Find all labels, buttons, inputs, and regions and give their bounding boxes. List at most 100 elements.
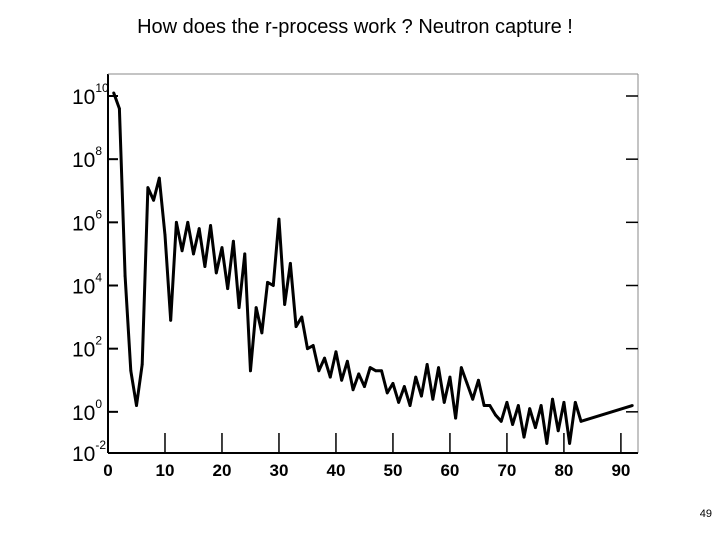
data-point [203, 265, 207, 268]
data-point [220, 246, 224, 250]
data-point [254, 306, 258, 310]
data-point [260, 331, 264, 335]
data-point [505, 400, 509, 404]
data-point [112, 91, 116, 95]
x-tick-label: 30 [270, 461, 289, 480]
data-point [300, 315, 304, 319]
data-point [266, 280, 269, 284]
data-point [129, 369, 133, 373]
plot-frame [107, 73, 639, 454]
y-tick-base: 10 [72, 86, 95, 109]
y-tick-base: 10 [72, 149, 95, 172]
data-point [420, 394, 423, 398]
x-axis: 0 10 20 30 40 50 60 70 80 90 [103, 433, 630, 480]
y-tick-base: 10 [72, 443, 95, 466]
data-point [402, 385, 406, 388]
data-point [630, 404, 634, 407]
data-point [568, 442, 572, 445]
data-point [499, 419, 503, 423]
data-point [351, 388, 355, 392]
data-point [579, 419, 583, 423]
data-point [249, 369, 252, 373]
data-point [414, 375, 418, 379]
data-point [471, 397, 475, 401]
y-tick-base: 10 [72, 276, 95, 299]
data-point [482, 404, 486, 407]
data-point [197, 227, 201, 231]
page-number: 49 [699, 508, 712, 520]
data-point [163, 233, 167, 237]
y-tick-exponent: 2 [95, 334, 102, 348]
data-point [146, 186, 150, 189]
data-point [294, 325, 298, 328]
data-point [117, 107, 121, 111]
x-tick-label: 40 [326, 461, 345, 480]
data-point [226, 287, 230, 291]
data-point [209, 224, 212, 227]
data-point [522, 435, 526, 439]
x-tick-label: 0 [103, 461, 112, 480]
data-point [459, 366, 463, 370]
data-point [431, 397, 435, 401]
data-point [277, 217, 281, 221]
data-point [573, 400, 577, 404]
data-point [135, 404, 138, 407]
data-point [539, 404, 543, 407]
data-point [174, 220, 178, 224]
data-point [494, 413, 497, 417]
data-point [488, 404, 492, 407]
data-point [243, 252, 247, 256]
data-point [380, 369, 383, 373]
data-point [511, 423, 515, 426]
data-point [180, 249, 184, 253]
data-point [186, 220, 190, 224]
data-point [442, 400, 446, 404]
data-point [231, 239, 235, 243]
y-tick-label: 1010 [72, 81, 109, 109]
x-tick-label: 60 [440, 461, 459, 480]
x-tick-label: 70 [497, 461, 516, 480]
x-tick-label: 80 [554, 461, 573, 480]
data-point [363, 385, 366, 388]
x-tick-label: 10 [156, 461, 175, 480]
y-tick-exponent: 4 [95, 271, 102, 285]
data-point [306, 347, 309, 351]
data-point [328, 375, 332, 379]
y-tick-label: 102 [72, 334, 102, 362]
data-point [368, 366, 372, 370]
data-point [516, 404, 520, 407]
data-point [477, 378, 480, 382]
y-tick-base: 10 [72, 212, 95, 235]
y-tick-base: 10 [72, 339, 95, 362]
data-point [123, 274, 127, 278]
y-tick-exponent: -2 [95, 438, 106, 452]
data-point [556, 429, 560, 433]
data-point [283, 303, 287, 306]
data-point [345, 359, 349, 363]
y-tick-exponent: 10 [95, 81, 109, 95]
data-point [271, 284, 275, 287]
data-point [140, 363, 144, 366]
data-point [323, 356, 326, 360]
data-point [448, 375, 452, 379]
data-point [169, 318, 173, 322]
data-point [551, 397, 554, 401]
y-tick-base: 10 [72, 402, 95, 425]
data-point [374, 369, 378, 373]
series-group [112, 91, 634, 445]
data-point [288, 261, 292, 265]
y-tick-exponent: 8 [95, 144, 102, 158]
data-point [357, 372, 361, 376]
y-tick-exponent: 6 [95, 207, 102, 221]
data-point [454, 416, 458, 420]
x-tick-label: 50 [383, 461, 402, 480]
data-point [528, 407, 532, 411]
data-point [214, 271, 218, 275]
data-point [545, 442, 549, 445]
data-point [157, 176, 161, 180]
data-point [152, 198, 155, 202]
data-point [311, 344, 315, 347]
y-tick-label: 10-2 [72, 438, 106, 466]
series-line [112, 92, 633, 445]
